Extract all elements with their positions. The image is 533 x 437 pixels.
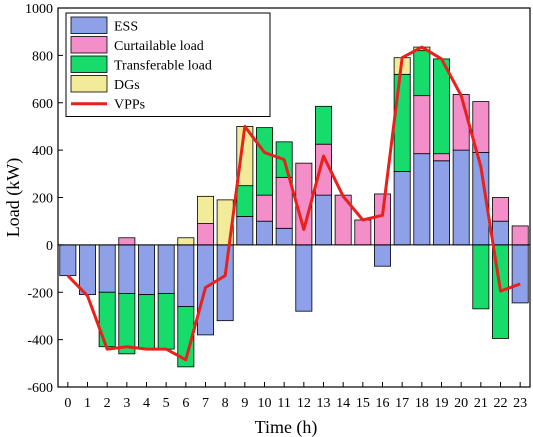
y-tick-label: 200	[32, 192, 53, 207]
bar-ess-12	[295, 244, 313, 312]
bar-ess-2	[98, 244, 116, 293]
legend-swatch-dgs	[70, 75, 108, 93]
bar-ess-19	[433, 160, 450, 246]
bar-ess-4	[138, 244, 155, 296]
bar-ess-17	[393, 171, 411, 246]
x-tick-label: 10	[258, 396, 272, 411]
bar-ess-16	[374, 244, 391, 267]
legend: ESS Curtailable load Transferable load DGs V…	[65, 12, 271, 117]
legend-label: Curtailable load	[114, 39, 204, 54]
x-tick-label: 16	[376, 396, 390, 411]
x-tick-label: 4	[143, 396, 150, 411]
bar-ess-22	[492, 220, 509, 246]
bar-ess-20	[452, 149, 470, 246]
bar-ess-11	[275, 227, 293, 246]
x-tick-label: 8	[222, 396, 229, 411]
y-tick-label: -600	[27, 381, 53, 396]
x-tick-label: 12	[297, 396, 311, 411]
x-tick-label: 7	[202, 396, 209, 411]
y-tick-label: 1000	[25, 2, 53, 17]
x-tick-label: 21	[474, 396, 488, 411]
bar-ess-3	[118, 244, 136, 294]
bar-curtailable-load-3	[118, 237, 136, 246]
bar-curtailable-load-19	[433, 153, 450, 162]
bar-transferable-load-10	[256, 127, 273, 196]
bar-ess-10	[256, 220, 273, 246]
x-tick-label: 22	[494, 396, 508, 411]
bar-ess-23	[511, 244, 529, 304]
bar-ess-1	[79, 244, 96, 296]
y-tick-label: 400	[32, 144, 53, 159]
bar-ess-0	[59, 244, 77, 277]
y-tick-label: 600	[32, 97, 53, 112]
bar-ess-18	[413, 153, 431, 246]
x-tick-label: 15	[356, 396, 370, 411]
x-tick-label: 1	[84, 396, 91, 411]
bar-curtailable-load-10	[256, 194, 273, 222]
bar-dgs-7	[197, 195, 214, 224]
bar-transferable-load-17	[393, 73, 411, 172]
x-tick-label: 23	[513, 396, 527, 411]
bar-transferable-load-13	[315, 105, 332, 145]
bar-ess-5	[157, 244, 175, 294]
y-tick-label: 0	[46, 239, 53, 254]
bar-transferable-load-4	[138, 294, 155, 350]
x-tick-label: 0	[64, 396, 71, 411]
legend-label: Transferable load	[114, 59, 212, 74]
bar-ess-13	[315, 194, 332, 246]
x-tick-label: 18	[415, 396, 429, 411]
x-tick-label: 17	[395, 396, 409, 411]
bar-curtailable-load-20	[452, 94, 470, 151]
legend-label: ESS	[114, 20, 138, 35]
legend-label: VPPs	[114, 98, 145, 113]
bar-curtailable-load-23	[511, 225, 529, 246]
bar-curtailable-load-7	[197, 223, 214, 246]
bar-ess-8	[216, 244, 234, 322]
x-tick-label: 11	[277, 396, 290, 411]
line-vpps	[66, 45, 521, 362]
bar-curtailable-load-22	[492, 197, 509, 222]
bar-transferable-load-9	[236, 185, 254, 217]
bar-transferable-load-19	[433, 58, 450, 155]
bar-transferable-load-6	[177, 306, 195, 368]
bar-curtailable-load-18	[413, 95, 431, 155]
bar-transferable-load-3	[118, 293, 136, 355]
x-tick-label: 5	[163, 396, 170, 411]
x-axis-title: Time (h)	[255, 417, 318, 437]
bar-curtailable-load-16	[374, 193, 391, 246]
legend-swatch-ess	[70, 16, 108, 34]
y-axis-title: Load (kW)	[3, 158, 24, 237]
legend-swatch-curtailable-load	[70, 36, 108, 54]
plot-area	[58, 45, 530, 368]
bar-transferable-load-2	[98, 291, 116, 348]
x-tick-label: 6	[182, 396, 189, 411]
x-tick-label: 9	[241, 396, 248, 411]
x-tick-label: 3	[123, 396, 130, 411]
bar-transferable-load-18	[413, 50, 431, 97]
x-tick-label: 20	[454, 396, 468, 411]
y-tick-label: -400	[27, 334, 53, 349]
bar-curtailable-load-15	[354, 219, 372, 246]
legend-label: DGs	[114, 78, 140, 93]
y-tick-label: 800	[32, 49, 53, 64]
bar-ess-6	[177, 244, 195, 307]
x-tick-label: 14	[336, 396, 350, 411]
bar-transferable-load-5	[157, 293, 175, 350]
bar-transferable-load-21	[472, 244, 490, 310]
bar-curtailable-load-21	[472, 101, 490, 153]
legend-swatch-transferable-load	[70, 55, 108, 73]
bar-ess-9	[236, 216, 254, 246]
x-tick-label: 2	[104, 396, 111, 411]
y-tick-label: -200	[27, 286, 53, 301]
x-tick-label: 19	[435, 396, 449, 411]
bar-dgs-6	[177, 237, 195, 246]
x-tick-label: 13	[317, 396, 331, 411]
